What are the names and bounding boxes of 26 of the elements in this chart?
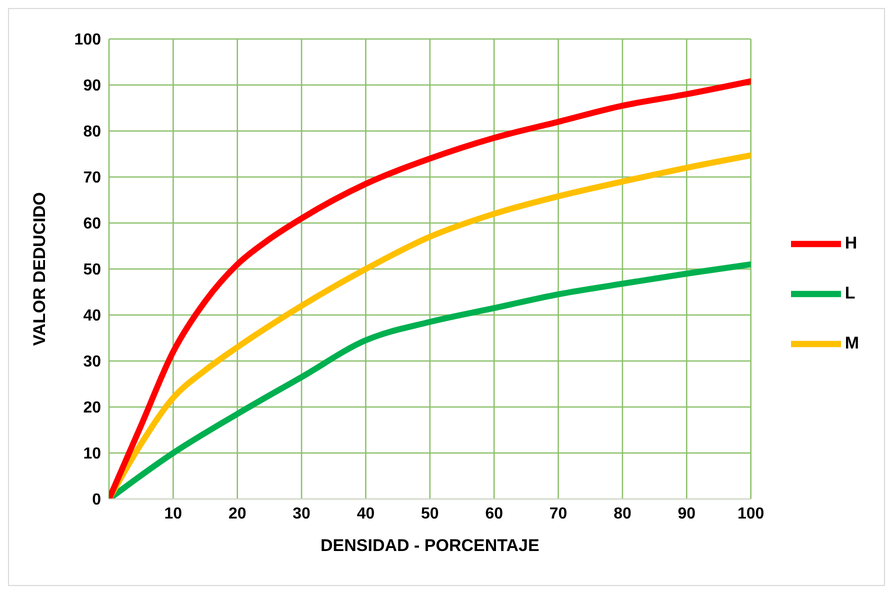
- x-tick-label: 40: [356, 505, 375, 522]
- y-tick-label: 30: [83, 354, 102, 371]
- x-tick-label: 10: [164, 505, 182, 522]
- y-tick-label: 40: [83, 308, 102, 325]
- x-tick-label: 90: [678, 505, 696, 522]
- x-tick-label: 60: [485, 505, 504, 522]
- y-tick-label: 50: [83, 262, 102, 279]
- x-tick-label: 30: [292, 505, 311, 522]
- y-tick-label: 20: [83, 400, 102, 417]
- legend-label: H: [844, 233, 858, 252]
- y-tick-label: 90: [83, 78, 102, 95]
- y-axis-title: VALOR DEDUCIDO: [30, 192, 50, 346]
- x-axis-title: DENSIDAD - PORCENTAJE: [320, 536, 540, 555]
- y-tick-label: 60: [83, 216, 102, 233]
- x-tick-label: 100: [737, 505, 764, 522]
- x-tick-label: 20: [228, 505, 246, 522]
- x-tick-label: 70: [549, 505, 568, 522]
- y-tick-label: 10: [83, 446, 102, 463]
- x-tick-label: 80: [614, 505, 632, 522]
- y-tick-label: 70: [83, 170, 102, 187]
- y-tick-label: 100: [74, 32, 102, 49]
- legend-label: M: [844, 333, 859, 352]
- x-tick-label: 50: [421, 505, 439, 522]
- y-tick-label: 0: [92, 492, 102, 509]
- y-tick-label: 80: [83, 124, 102, 141]
- legend-label: L: [844, 283, 856, 302]
